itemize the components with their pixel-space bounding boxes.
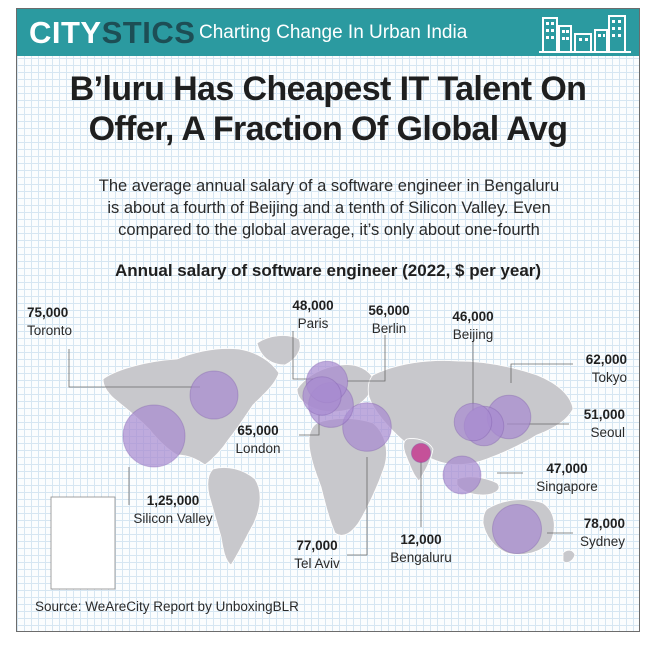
bubbles	[63, 360, 542, 554]
value-label-paris: 48,000	[292, 298, 333, 313]
infographic-frame: CITYSTICS Charting Change In Urban India	[16, 8, 640, 632]
header-bar: CITYSTICS Charting Change In Urban India	[17, 9, 639, 56]
value-label-tel-aviv: 77,000	[296, 538, 337, 553]
city-label-beijing: Beijing	[453, 327, 494, 342]
greenland-landmass	[256, 335, 301, 366]
global-legend-box	[50, 496, 116, 590]
value-label-toronto: 75,000	[27, 305, 68, 320]
subtitle-line3: compared to the global average, it’s onl…	[118, 221, 540, 239]
leader-berlin	[347, 335, 386, 382]
city-label-tel-aviv: Tel Aviv	[294, 556, 340, 571]
bubble-tel-aviv	[342, 402, 392, 452]
city-label-toronto: Toronto	[27, 323, 72, 338]
leader-toronto	[68, 349, 200, 388]
city-label-tokyo: Tokyo	[592, 370, 627, 385]
headline-line2: Offer, A Fraction Of Global Avg	[88, 110, 568, 148]
brand-logo: CITYSTICS	[29, 15, 195, 51]
brand-part2: STICS	[101, 15, 196, 50]
source-note: Source: WeAreCity Report by UnboxingBLR	[35, 599, 299, 614]
subtitle-line1: The average annual salary of a software …	[98, 177, 560, 195]
leader-tokyo	[510, 363, 573, 383]
leader-paris	[292, 331, 313, 380]
headline: B’luru Has Cheapest IT Talent On Offer, …	[17, 69, 639, 149]
brand-part1: CITY	[29, 15, 102, 50]
south-america-landmass	[207, 467, 261, 566]
new-zealand-landmass	[562, 549, 576, 563]
headline-line1: B’luru Has Cheapest IT Talent On	[69, 70, 587, 108]
bubble-singapore	[442, 455, 482, 495]
value-label-london: 65,000	[237, 423, 278, 438]
salary-bubble-map: 75,000 Toronto 48,000 Paris 56,000 Berlin 46,0…	[27, 298, 627, 590]
tagline: Charting Change In Urban India	[199, 22, 468, 43]
labels: 75,000 Toronto 48,000 Paris 56,000 Berlin 46,0…	[27, 298, 627, 581]
city-label-paris: Paris	[298, 316, 329, 331]
value-label-berlin: 56,000	[368, 303, 409, 318]
leader-tel-aviv	[347, 457, 368, 556]
value-label-beijing: 46,000	[452, 309, 493, 324]
bubble-paris	[302, 376, 342, 416]
bubble-bengaluru	[410, 442, 432, 464]
value-label-sydney: 78,000	[584, 516, 625, 531]
city-label-singapore: Singapore	[536, 479, 598, 494]
city-label-silicon-valley: Silicon Valley	[133, 511, 213, 526]
value-label-silicon-valley: 1,25,000	[147, 493, 200, 508]
value-label-tokyo: 62,000	[586, 352, 627, 367]
city-label-berlin: Berlin	[372, 321, 407, 336]
bubble-toronto	[189, 370, 239, 420]
value-label-bengaluru: 12,000	[400, 532, 441, 547]
value-label-seoul: 51,000	[584, 407, 625, 422]
city-label-sydney: Sydney	[580, 534, 625, 549]
city-label-seoul: Seoul	[590, 425, 625, 440]
bubble-sydney	[492, 504, 542, 554]
chart-title: Annual salary of software engineer (2022…	[114, 261, 542, 280]
bubble-silicon-valley	[122, 404, 186, 468]
skyline-icon	[539, 15, 631, 53]
city-label-bengaluru: Bengaluru	[390, 550, 452, 565]
bubble-beijing	[453, 402, 493, 442]
subtitle-line2: is about a fourth of Beijing and a tenth…	[107, 199, 551, 217]
subtitle: The average annual salary of a software …	[37, 175, 621, 241]
city-label-london: London	[235, 441, 280, 456]
value-label-singapore: 47,000	[546, 461, 587, 476]
